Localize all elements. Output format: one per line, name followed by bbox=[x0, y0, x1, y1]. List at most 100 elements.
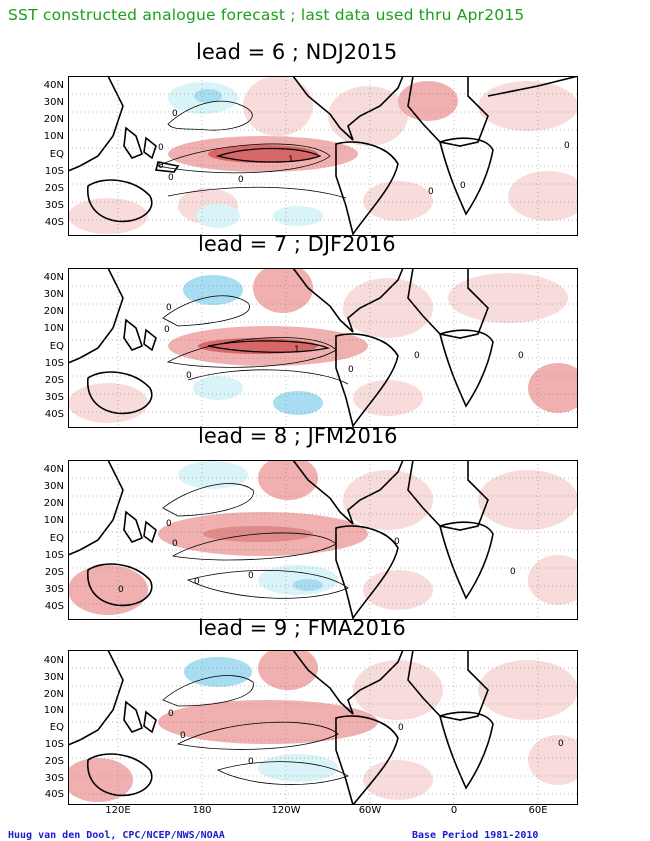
lat-label: 10N bbox=[43, 705, 64, 716]
contour-label: 0 bbox=[460, 181, 466, 191]
lat-label: 20N bbox=[43, 306, 64, 317]
lat-label: 30N bbox=[43, 289, 64, 300]
figure-title: SST constructed analogue forecast ; last… bbox=[8, 6, 525, 24]
lat-label: 30N bbox=[43, 481, 64, 492]
contour-label: 0 bbox=[414, 351, 420, 361]
warm-anomalies bbox=[68, 76, 578, 234]
contour-label: 0 bbox=[510, 567, 516, 577]
lat-label: 40N bbox=[43, 272, 64, 283]
lat-label: 10S bbox=[44, 358, 64, 369]
panel-1-label: lead = 6 ; NDJ2015 bbox=[196, 40, 398, 64]
panel-4-label: lead = 9 ; FMA2016 bbox=[198, 616, 406, 640]
lat-label: 40N bbox=[43, 80, 64, 91]
contour-label: 0 bbox=[558, 739, 564, 749]
contour-label: 0 bbox=[394, 537, 400, 547]
contour-label: 0 bbox=[348, 365, 354, 375]
lat-label: EQ bbox=[49, 149, 64, 160]
lat-label: 20S bbox=[44, 567, 64, 578]
author-credit: Huug van den Dool, CPC/NCEP/NWS/NOAA bbox=[8, 830, 225, 841]
sst-map-3: 0 0 0 0 0 0 0 bbox=[68, 460, 578, 620]
contour-label: 0 bbox=[166, 519, 172, 529]
lat-label: 30N bbox=[43, 97, 64, 108]
contour-label: 0 bbox=[158, 143, 164, 153]
contour-label: 0 bbox=[428, 187, 434, 197]
contour-label: 0 bbox=[168, 173, 174, 183]
contour-label: 0 bbox=[118, 585, 124, 595]
contour-labels: 0 0 0 0 0 bbox=[168, 709, 564, 767]
contour-label: 0 bbox=[248, 571, 254, 581]
lat-label: EQ bbox=[49, 722, 64, 733]
lat-label: 40S bbox=[44, 409, 64, 420]
lat-label: 40N bbox=[43, 655, 64, 666]
contour-label: 0 bbox=[168, 709, 174, 719]
panel-3-label: lead = 8 ; JFM2016 bbox=[198, 424, 398, 448]
gridlines bbox=[68, 268, 578, 428]
lat-label: 10S bbox=[44, 550, 64, 561]
contour-label: 0 bbox=[518, 351, 524, 361]
cool-anomalies bbox=[178, 461, 338, 595]
contour-label: 0 bbox=[248, 757, 254, 767]
lon-label: 60W bbox=[358, 805, 382, 816]
lat-label: 20S bbox=[44, 756, 64, 767]
lat-label: 10N bbox=[43, 131, 64, 142]
contour-label: 0 bbox=[172, 539, 178, 549]
lat-label: 20S bbox=[44, 183, 64, 194]
gridlines bbox=[68, 460, 578, 620]
lat-label: 30S bbox=[44, 584, 64, 595]
contour-label: 1 bbox=[294, 345, 300, 355]
contour-label: 0 bbox=[194, 577, 200, 587]
contour-label: 0 bbox=[564, 141, 570, 151]
lat-label: EQ bbox=[49, 533, 64, 544]
sst-map-4: 0 0 0 0 0 bbox=[68, 650, 578, 805]
panel-2-map: 0 0 0 0 1 0 0 bbox=[68, 268, 578, 428]
gridlines bbox=[68, 76, 578, 236]
lat-label: EQ bbox=[49, 341, 64, 352]
contour-label: 0 bbox=[238, 175, 244, 185]
warm-anomalies bbox=[68, 268, 578, 423]
contour-labels: 0 0 0 0 0 0 0 1 0 bbox=[158, 109, 570, 197]
lat-label: 30S bbox=[44, 200, 64, 211]
sst-map-1: 0 0 0 0 0 0 0 1 0 bbox=[68, 76, 578, 236]
contour-lines bbox=[156, 100, 347, 199]
cool-anomalies bbox=[183, 275, 323, 415]
lat-label: 10S bbox=[44, 739, 64, 750]
contour-label: 0 bbox=[164, 325, 170, 335]
landmasses bbox=[68, 460, 494, 620]
lat-label: 10N bbox=[43, 515, 64, 526]
cool-anomalies bbox=[168, 82, 323, 228]
sst-map-2: 0 0 0 0 1 0 0 bbox=[68, 268, 578, 428]
contour-labels: 0 0 0 0 1 0 0 bbox=[164, 303, 524, 381]
lat-label: 30S bbox=[44, 773, 64, 784]
lon-label: 120E bbox=[105, 805, 131, 816]
lat-label: 20S bbox=[44, 375, 64, 386]
lat-label: 10N bbox=[43, 323, 64, 334]
lon-label: 180 bbox=[192, 805, 212, 816]
contour-labels: 0 0 0 0 0 0 0 bbox=[118, 519, 516, 595]
contour-label: 0 bbox=[172, 109, 178, 119]
lat-label: 40S bbox=[44, 789, 64, 800]
base-period-note: Base Period 1981-2010 bbox=[412, 830, 539, 841]
lat-label: 20N bbox=[43, 498, 64, 509]
panel-1-map: 0 0 0 0 0 0 0 1 0 bbox=[68, 76, 578, 236]
lat-label: 40N bbox=[43, 464, 64, 475]
panel-2-label: lead = 7 ; DJF2016 bbox=[198, 232, 396, 256]
lat-label: 30S bbox=[44, 392, 64, 403]
lon-label: 120W bbox=[271, 805, 301, 816]
lat-label: 20N bbox=[43, 689, 64, 700]
lat-label: 40S bbox=[44, 217, 64, 228]
warm-anomalies bbox=[68, 460, 578, 615]
lat-label: 20N bbox=[43, 114, 64, 125]
contour-label: 0 bbox=[180, 731, 186, 741]
panel-4-map: 0 0 0 0 0 bbox=[68, 650, 578, 810]
lon-label: 0 bbox=[450, 805, 458, 816]
contour-label: 1 bbox=[288, 155, 294, 165]
contour-label: 0 bbox=[186, 371, 192, 381]
lat-label: 40S bbox=[44, 601, 64, 612]
lat-label: 30N bbox=[43, 672, 64, 683]
contour-label: 0 bbox=[166, 303, 172, 313]
gridlines bbox=[68, 650, 578, 805]
lon-label: 60E bbox=[528, 805, 548, 816]
lat-label: 10S bbox=[44, 166, 64, 177]
panel-3-map: 0 0 0 0 0 0 0 bbox=[68, 460, 578, 620]
contour-label: 0 bbox=[158, 161, 164, 171]
